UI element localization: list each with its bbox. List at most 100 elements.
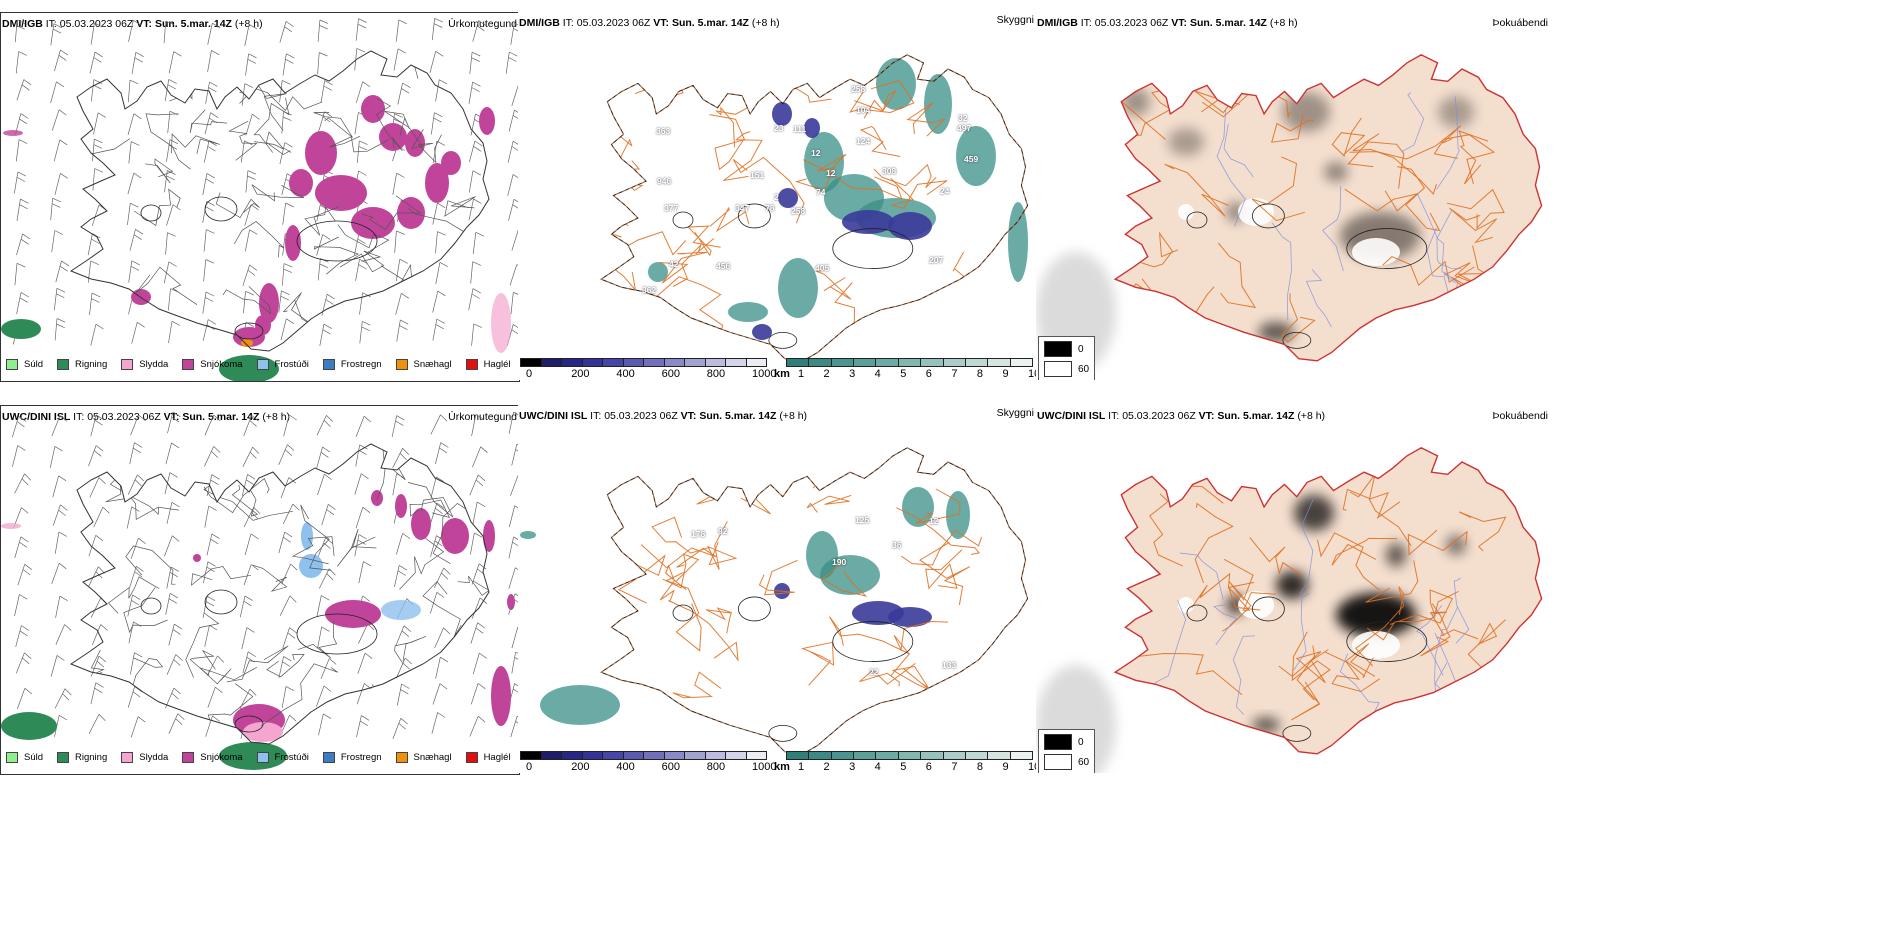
legend-swatch: [395, 359, 408, 370]
visibility-value-label: 405: [815, 263, 830, 273]
legend-label: Snæhagl: [413, 359, 452, 370]
fog-legend: 0 60: [1038, 336, 1096, 380]
fog-legend-row: 0: [1044, 734, 1089, 750]
legend-label: Snæhagl: [413, 752, 452, 763]
colorbar-tick: 600: [661, 368, 680, 380]
legend-swatch: [182, 359, 195, 370]
legend-label: Snjókoma: [200, 359, 243, 370]
visibility-panel-dmi: DMI/IGB IT: 05.03.2023 06Z VT: Sun. 5.ma…: [518, 12, 1036, 380]
colorbar-tick: 10: [1028, 761, 1036, 773]
glacier-outlines: [140, 589, 378, 733]
lead-time: (+8 h): [779, 410, 808, 422]
legend-item: Haglél: [465, 359, 511, 370]
colorbar-tick: 200: [571, 368, 590, 380]
visibility-value-label: 104: [856, 105, 871, 115]
legend-item: Haglél: [465, 752, 511, 763]
visibility-m-colorbar: [520, 358, 767, 367]
coastline: [1113, 447, 1543, 755]
colorbar-cell: [643, 751, 664, 760]
fog-field: [1122, 88, 1474, 342]
colorbar-tick: 9: [1002, 368, 1009, 380]
visibility-value-label: 459: [964, 154, 979, 164]
colorbar-cell: [725, 751, 746, 760]
legend-swatch: [182, 752, 195, 763]
colorbar-cell: [725, 358, 746, 367]
colorbar-cell: [663, 358, 684, 367]
colorbar-tick: 4: [874, 761, 881, 773]
legend-swatch: [6, 752, 18, 763]
legend-item: Frostúði: [256, 359, 309, 370]
colorbar-tick: 8: [976, 761, 983, 773]
colorbar-tick: 5: [900, 368, 907, 380]
legend-item: Slydda: [121, 359, 168, 370]
colorbar-tick: 1000: [752, 368, 777, 380]
visibility-value-label: 258: [791, 206, 806, 216]
colorbar-tick: 4: [874, 368, 881, 380]
legend-swatch: [465, 752, 478, 763]
colorbar-cell: [684, 358, 705, 367]
visibility-value-label: 24: [940, 186, 950, 196]
iceland-map: [1036, 54, 1543, 372]
legend-item: Frostregn: [322, 359, 382, 370]
legend-label: Haglél: [483, 752, 511, 763]
visibility-value-label: 124: [856, 136, 871, 146]
vt-value: Sun. 5.mar. 14Z: [699, 410, 777, 422]
glacier-outlines: [672, 203, 914, 349]
legend-item: Rigning: [57, 359, 107, 370]
colorbar-tick: 800: [706, 761, 726, 773]
precip-legend: Súld Rigning Slydda Snjókoma Frostúði Frostre…: [6, 752, 519, 763]
visibility-value-label: 42: [669, 259, 679, 269]
land-fill: [1115, 447, 1542, 754]
it-label: IT:: [562, 17, 574, 29]
colorbar-unit: km: [774, 368, 790, 380]
glacier-outlines: [140, 196, 378, 340]
visibility-value-label: 133: [942, 660, 957, 670]
vt-value: Sun. 5.mar. 14Z: [182, 411, 260, 423]
legend-label: Frostúði: [274, 359, 309, 370]
legend-item: Slydda: [121, 752, 168, 763]
it-value: 05.03.2023 06Z: [1094, 17, 1169, 29]
legend-swatch: [6, 359, 18, 370]
colorbar-cell: [964, 751, 988, 760]
colorbar-tick: 8: [976, 368, 983, 380]
colorbar-tick: 0: [526, 761, 533, 773]
lead-time: (+8 h): [234, 18, 263, 30]
vt-label: VT:: [1171, 17, 1188, 29]
colorbar-cell: [745, 358, 767, 367]
legend-label: Slydda: [139, 752, 169, 763]
fog-legend-label: 60: [1078, 756, 1090, 768]
panel-header: DMI/IGB IT: 05.03.2023 06Z VT: Sun. 5.ma…: [519, 17, 780, 29]
legend-swatch: [395, 752, 408, 763]
colorbar-unit: km: [774, 761, 790, 773]
visibility-value-label: 178: [691, 529, 706, 539]
vt-label: VT:: [653, 17, 670, 29]
legend-label: Frostúði: [274, 752, 309, 763]
colorbar-cell: [540, 751, 561, 760]
lead-time: (+8 h): [751, 17, 780, 29]
model-name: UWC/DINI ISL: [1037, 410, 1106, 422]
colorbar-tick: 400: [616, 368, 635, 380]
legend-swatch: [256, 359, 269, 370]
visibility-value-label: 74: [816, 187, 826, 197]
legend-item: Snjókoma: [182, 752, 243, 763]
visibility-value-label: 111: [793, 124, 807, 134]
colorbar-tick: 6: [925, 761, 932, 773]
colorbar-tick: 7: [951, 761, 958, 773]
colorbar-tick: 0: [526, 368, 533, 380]
visibility-value-label: 190: [832, 557, 847, 567]
legend-swatch: [57, 359, 70, 370]
precip-type-panel-uwc: UWC/DINI ISL IT: 05.03.2023 06Z VT: Sun.…: [0, 405, 520, 775]
legend-label: Haglél: [483, 359, 511, 370]
iceland-map: [1, 17, 519, 381]
visibility-km-colorbar: [786, 751, 1033, 760]
wind-barbs: [12, 17, 519, 346]
glacier-outlines: [672, 596, 914, 742]
it-value: 05.03.2023 06Z: [604, 410, 678, 422]
colorbar-cell: [1009, 751, 1033, 760]
it-value: 05.03.2023 06Z: [1122, 410, 1196, 422]
fog-legend-label: 0: [1078, 343, 1084, 355]
colorbar-cell: [704, 358, 725, 367]
visibility-value-label: 497: [957, 123, 972, 133]
visibility-value-label: 23: [774, 123, 784, 133]
vt-value: Sun. 5.mar. 14Z: [1189, 17, 1267, 29]
